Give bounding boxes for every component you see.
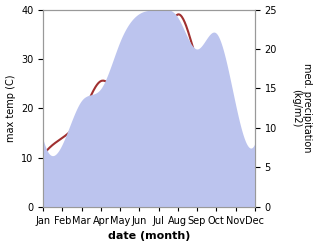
X-axis label: date (month): date (month) <box>108 231 190 242</box>
Y-axis label: med. precipitation
(kg/m2): med. precipitation (kg/m2) <box>291 63 313 153</box>
Y-axis label: max temp (C): max temp (C) <box>5 74 16 142</box>
